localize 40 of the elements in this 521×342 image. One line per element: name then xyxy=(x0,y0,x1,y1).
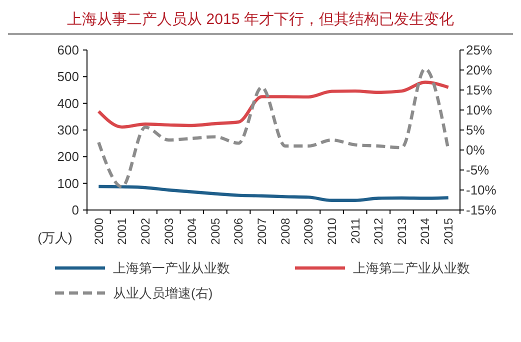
y2-tick-label: -5% xyxy=(466,162,490,178)
x-tick-label: 2009 xyxy=(302,218,316,245)
x-tick-label: 2006 xyxy=(232,218,246,245)
line-series xyxy=(97,80,450,129)
x-tick-label: 2008 xyxy=(278,218,292,245)
legend-label: 从业人员增速(右) xyxy=(113,286,213,301)
y-tick-label: 300 xyxy=(57,122,79,138)
y-tick-label: 100 xyxy=(57,176,79,191)
legend-label: 上海第二产业从业数 xyxy=(353,260,470,276)
y2-tick-label: 20% xyxy=(466,62,492,78)
line-series xyxy=(97,184,450,202)
y2-tick-label: 0% xyxy=(466,142,486,158)
line-series xyxy=(97,67,450,188)
y2-tick-label: -10% xyxy=(466,182,497,198)
y-tick-label: 600 xyxy=(57,42,79,58)
y2-tick-label: 15% xyxy=(466,82,492,98)
x-tick-label: 2013 xyxy=(394,218,409,245)
x-tick-label: 2002 xyxy=(138,218,152,245)
x-tick-label: 2003 xyxy=(162,218,176,245)
y-axis-title: (万人) xyxy=(38,230,72,245)
x-tick-label: 2012 xyxy=(372,218,386,245)
x-tick-label: 2000 xyxy=(92,218,106,245)
x-tick-label: 2004 xyxy=(185,218,200,245)
chart-title: 上海从事二产人员从 2015 年才下行，但其结构已发生变化 xyxy=(67,11,454,28)
x-tick-label: 2015 xyxy=(442,218,456,245)
x-tick-label: 2007 xyxy=(255,218,270,245)
y-tick-label: 500 xyxy=(57,69,79,84)
y2-tick-label: 10% xyxy=(466,102,492,118)
y2-tick-label: 5% xyxy=(466,122,486,138)
y-tick-label: 0 xyxy=(72,202,79,218)
x-tick-label: 2014 xyxy=(418,218,432,245)
x-tick-label: 2001 xyxy=(115,218,130,245)
y2-tick-label: -15% xyxy=(466,202,497,218)
legend-label: 上海第一产业从业数 xyxy=(113,260,230,276)
x-tick-label: 2011 xyxy=(348,218,362,244)
y-tick-label: 400 xyxy=(57,96,79,111)
x-tick-label: 2005 xyxy=(208,218,222,245)
y2-tick-label: 25% xyxy=(466,42,492,58)
x-tick-label: 2010 xyxy=(324,218,339,245)
y-tick-label: 200 xyxy=(57,149,79,164)
